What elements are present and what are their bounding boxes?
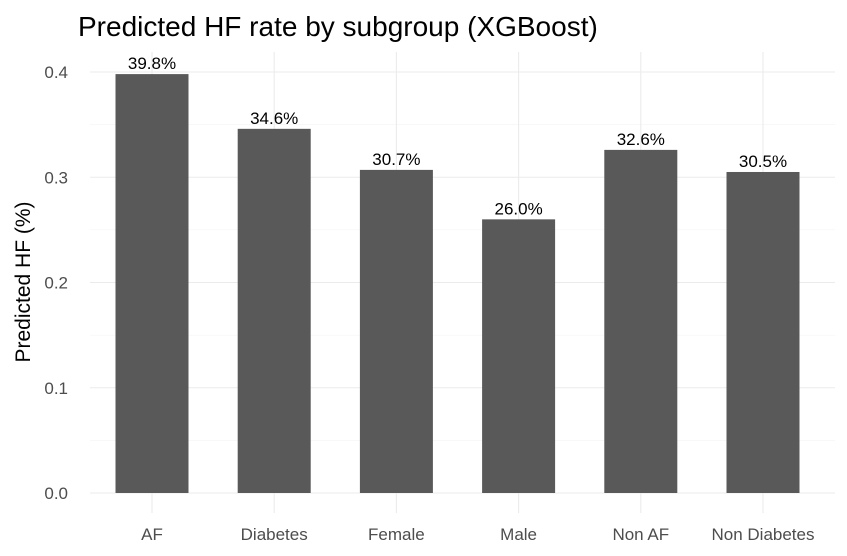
grid-lines bbox=[90, 52, 835, 513]
x-axis-ticks: AF Diabetes Female Male Non AF Non Diabetes bbox=[141, 525, 814, 544]
bar-non-diabetes bbox=[726, 171, 800, 494]
bar-diabetes bbox=[237, 128, 311, 493]
data-labels: 39.8% 34.6% 30.7% 26.0% 32.6% 30.5% bbox=[128, 54, 787, 218]
x-tick-label: Female bbox=[368, 525, 425, 544]
x-tick-label: Diabetes bbox=[241, 525, 308, 544]
chart-title: Predicted HF rate by subgroup (XGBoost) bbox=[78, 11, 598, 42]
y-tick-label: 0.4 bbox=[44, 63, 68, 82]
y-tick-label: 0.2 bbox=[44, 274, 68, 293]
x-tick-label: Non AF bbox=[612, 525, 669, 544]
y-tick-label: 0.0 bbox=[44, 484, 68, 503]
bar-female bbox=[359, 169, 433, 493]
y-axis-ticks: 0.0 0.1 0.2 0.3 0.4 bbox=[44, 63, 68, 503]
data-label: 34.6% bbox=[250, 109, 298, 128]
data-label: 30.5% bbox=[739, 152, 787, 171]
data-label: 32.6% bbox=[617, 130, 665, 149]
x-tick-label: AF bbox=[141, 525, 163, 544]
y-tick-label: 0.3 bbox=[44, 168, 68, 187]
data-label: 30.7% bbox=[372, 150, 420, 169]
bar-af bbox=[115, 74, 189, 493]
bars bbox=[115, 74, 800, 494]
y-tick-label: 0.1 bbox=[44, 379, 68, 398]
data-label: 39.8% bbox=[128, 54, 176, 73]
bar-non-af bbox=[604, 149, 678, 493]
y-axis-title: Predicted HF (%) bbox=[12, 201, 35, 362]
data-label: 26.0% bbox=[494, 199, 542, 218]
x-tick-label: Non Diabetes bbox=[711, 525, 814, 544]
bar-male bbox=[482, 219, 556, 493]
x-tick-label: Male bbox=[500, 525, 537, 544]
